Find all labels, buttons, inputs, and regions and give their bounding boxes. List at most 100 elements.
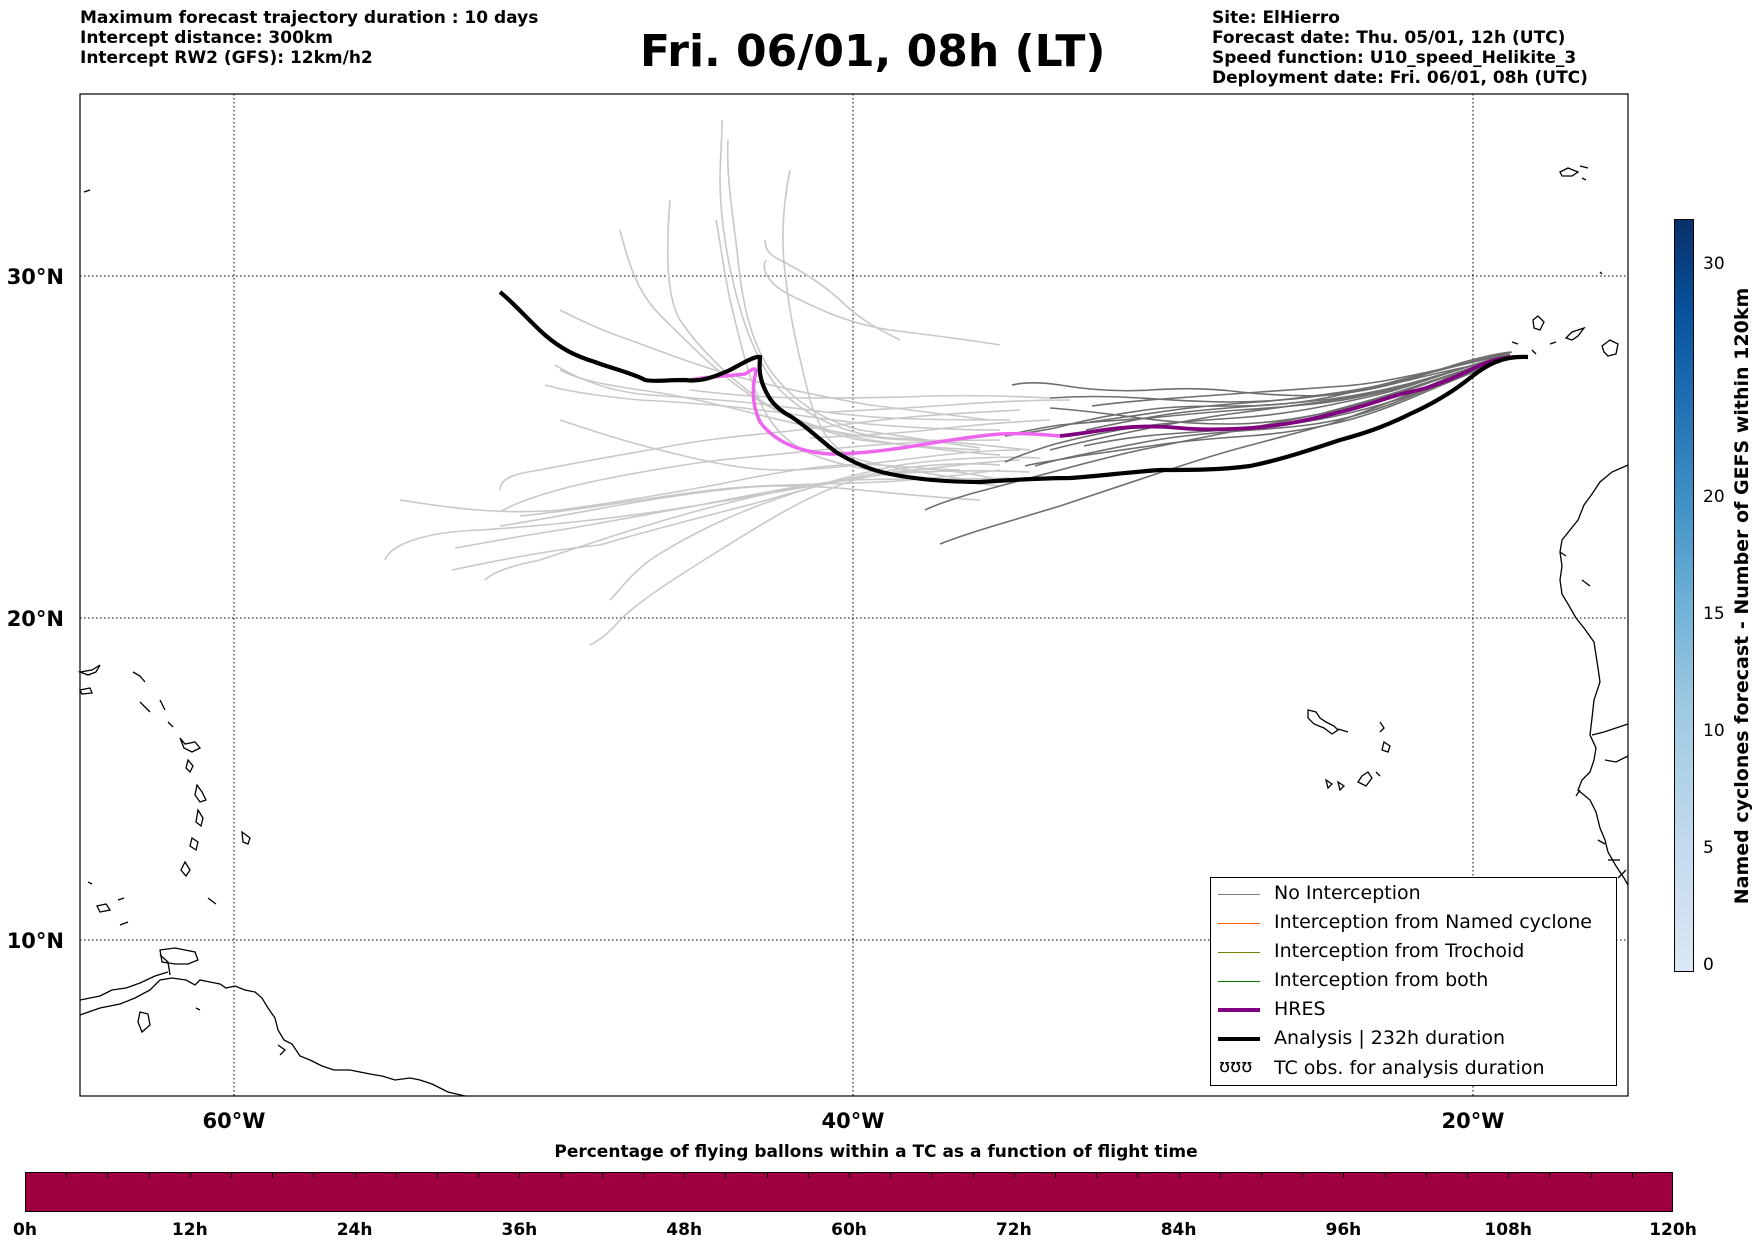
time-tick-mark	[807, 1172, 809, 1178]
map-gridlines	[80, 94, 1628, 1096]
time-tick-mark	[1302, 1172, 1304, 1178]
legend: No Interception Interception from Named …	[1210, 877, 1617, 1086]
colorbar-tick: 30	[1703, 254, 1725, 274]
time-tick-mark	[931, 1172, 933, 1178]
time-tick-mark	[1178, 1172, 1180, 1178]
legend-label: Interception from Trochoid	[1274, 940, 1525, 962]
legend-item-named-cyclone: Interception from Named cyclone	[1211, 909, 1616, 938]
lat-label-10n: 10°N	[7, 929, 64, 953]
time-tick-mark	[272, 1172, 274, 1178]
coastlines	[77, 165, 1629, 1097]
time-tick-mark	[1096, 1172, 1098, 1178]
lon-label-60w: 60°W	[203, 1109, 266, 1133]
map-axis-labels: 30°N 20°N 10°N 60°W 40°W 20°W	[7, 265, 1505, 1133]
time-tick-label: 72h	[995, 1220, 1032, 1240]
lat-label-30n: 30°N	[7, 265, 64, 289]
legend-swatch	[1218, 952, 1260, 953]
time-tick-mark	[725, 1172, 727, 1178]
hres-track-light	[689, 367, 1061, 456]
legend-label: HRES	[1274, 998, 1326, 1020]
time-tick-label: 24h	[336, 1220, 373, 1240]
legend-item-hres: HRES	[1211, 996, 1616, 1025]
time-tick-mark	[1425, 1172, 1427, 1178]
colorbar-tick: 5	[1703, 838, 1714, 858]
header-forecast-date: Forecast date: Thu. 05/01, 12h (UTC)	[1212, 28, 1566, 48]
time-tick-mark	[684, 1172, 686, 1178]
header-right: Site: ElHierro Forecast date: Thu. 05/01…	[1212, 8, 1588, 88]
ensemble-tracks-light	[384, 119, 1071, 646]
legend-swatch	[1218, 1037, 1260, 1041]
header-trajectory-duration: Maximum forecast trajectory duration : 1…	[80, 8, 539, 28]
time-tick-mark	[766, 1172, 768, 1178]
time-tick-mark	[313, 1172, 315, 1178]
time-tick-mark	[395, 1172, 397, 1178]
time-tick-mark	[231, 1172, 232, 1178]
legend-item-both: Interception from both	[1211, 967, 1616, 996]
time-tick-mark	[148, 1172, 150, 1178]
time-colorbar	[25, 1172, 1673, 1212]
time-tick-mark	[1013, 1172, 1015, 1178]
time-tick-mark	[1590, 1172, 1592, 1178]
time-tick-mark	[1631, 1172, 1633, 1178]
time-tick-mark	[890, 1172, 892, 1178]
time-tick-mark	[601, 1172, 603, 1178]
header-deployment-date: Deployment date: Fri. 06/01, 08h (UTC)	[1212, 68, 1588, 88]
hres-track	[1059, 354, 1526, 438]
colorbar-tick: 0	[1703, 955, 1714, 975]
legend-swatch	[1218, 894, 1260, 895]
legend-item-no-interception: No Interception	[1211, 880, 1616, 909]
time-tick-mark	[107, 1172, 109, 1178]
legend-swatch	[1218, 1008, 1260, 1012]
legend-swatch	[1218, 981, 1260, 982]
header-intercept-distance: Intercept distance: 300km	[80, 28, 333, 48]
legend-swatch	[1218, 923, 1260, 924]
time-tick-mark	[519, 1172, 521, 1178]
time-tick-mark	[354, 1172, 356, 1178]
time-tick-mark	[1384, 1172, 1386, 1178]
tc-marker-icon: ʊʊʊ	[1219, 1056, 1253, 1077]
time-tick-mark	[66, 1172, 68, 1178]
analysis-track	[498, 290, 1529, 485]
cyclone-count-colorbar	[1674, 219, 1694, 972]
time-tick-mark	[849, 1172, 850, 1178]
legend-label: TC obs. for analysis duration	[1274, 1057, 1545, 1079]
time-tick-label: 12h	[171, 1220, 208, 1240]
time-tick-mark	[437, 1172, 438, 1178]
time-tick-mark	[1343, 1172, 1345, 1178]
time-tick-mark	[643, 1172, 644, 1178]
time-colorbar-title: Percentage of flying ballons within a TC…	[554, 1142, 1198, 1162]
time-tick-label: 108h	[1484, 1220, 1532, 1240]
legend-label: Analysis | 232h duration	[1274, 1027, 1506, 1049]
legend-label: No Interception	[1274, 882, 1421, 904]
lon-label-20w: 20°W	[1442, 1109, 1505, 1133]
legend-item-analysis: Analysis | 232h duration	[1211, 1025, 1616, 1054]
page-title: Fri. 06/01, 08h (LT)	[640, 26, 1106, 77]
time-tick-label: 36h	[501, 1220, 538, 1240]
time-tick-mark	[478, 1172, 480, 1178]
header-intercept-rw2: Intercept RW2 (GFS): 12km/h2	[80, 48, 373, 68]
time-tick-mark	[1219, 1172, 1221, 1178]
colorbar-tick: 10	[1703, 721, 1725, 741]
time-tick-mark	[1261, 1172, 1262, 1178]
time-tick-mark	[189, 1172, 191, 1178]
colorbar-tick: 20	[1703, 487, 1725, 507]
lat-label-20n: 20°N	[7, 607, 64, 631]
time-tick-label: 96h	[1325, 1220, 1362, 1240]
time-tick-label: 84h	[1160, 1220, 1197, 1240]
header-speed-function: Speed function: U10_speed_Helikite_3	[1212, 48, 1577, 68]
lon-label-40w: 40°W	[822, 1109, 885, 1133]
time-tick-mark	[1508, 1172, 1510, 1178]
time-tick-label: 0h	[13, 1220, 37, 1240]
legend-item-tc-obs: ʊʊʊ TC obs. for analysis duration	[1211, 1055, 1616, 1084]
header-left: Maximum forecast trajectory duration : 1…	[80, 8, 538, 68]
header-site: Site: ElHierro	[1212, 8, 1340, 28]
time-tick-mark	[972, 1172, 974, 1178]
time-tick-label: 120h	[1649, 1220, 1697, 1240]
time-tick-label: 60h	[831, 1220, 867, 1240]
time-tick-mark	[1549, 1172, 1551, 1178]
legend-label: Interception from both	[1274, 969, 1489, 991]
time-tick-mark	[1137, 1172, 1139, 1178]
time-tick-mark	[1055, 1172, 1056, 1178]
colorbar-label: Named cyclones forecast - Number of GEFS…	[1731, 287, 1752, 905]
time-tick-mark	[560, 1172, 562, 1178]
